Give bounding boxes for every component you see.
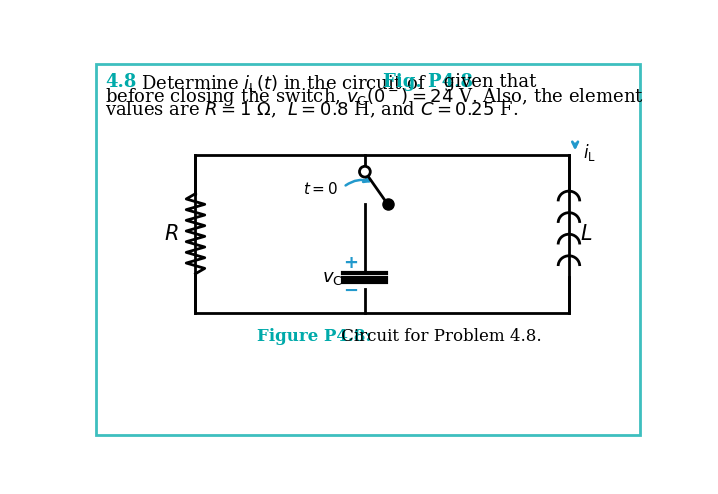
Text: $i_{\rm L}$: $i_{\rm L}$ bbox=[583, 142, 596, 164]
Text: +: + bbox=[343, 254, 358, 272]
Bar bbox=[195, 155, 569, 313]
Text: $v_{\rm C}$: $v_{\rm C}$ bbox=[322, 269, 343, 287]
Text: −: − bbox=[343, 282, 358, 300]
Text: $L$: $L$ bbox=[579, 224, 592, 244]
Text: 4.8: 4.8 bbox=[106, 73, 137, 91]
FancyBboxPatch shape bbox=[96, 64, 640, 435]
Circle shape bbox=[360, 166, 370, 177]
Text: Determine $i_{\rm L}(t)$ in the circuit of: Determine $i_{\rm L}(t)$ in the circuit … bbox=[130, 73, 427, 94]
Text: Circuit for Problem 4.8.: Circuit for Problem 4.8. bbox=[337, 328, 542, 345]
Text: Figure P4.8:: Figure P4.8: bbox=[257, 328, 372, 345]
Text: before closing the switch, $v_{\rm C}(0^-) = 24$ V. Also, the element: before closing the switch, $v_{\rm C}(0^… bbox=[106, 86, 644, 108]
Text: Fig. P4.8: Fig. P4.8 bbox=[383, 73, 472, 91]
Text: $R$: $R$ bbox=[164, 224, 178, 244]
Text: $t = 0$: $t = 0$ bbox=[302, 181, 338, 197]
Text: values are $R = 1\ \Omega$,  $L = 0.8$ H, and $C = 0.25$ F.: values are $R = 1\ \Omega$, $L = 0.8$ H,… bbox=[106, 99, 518, 120]
Text: given that: given that bbox=[438, 73, 536, 91]
